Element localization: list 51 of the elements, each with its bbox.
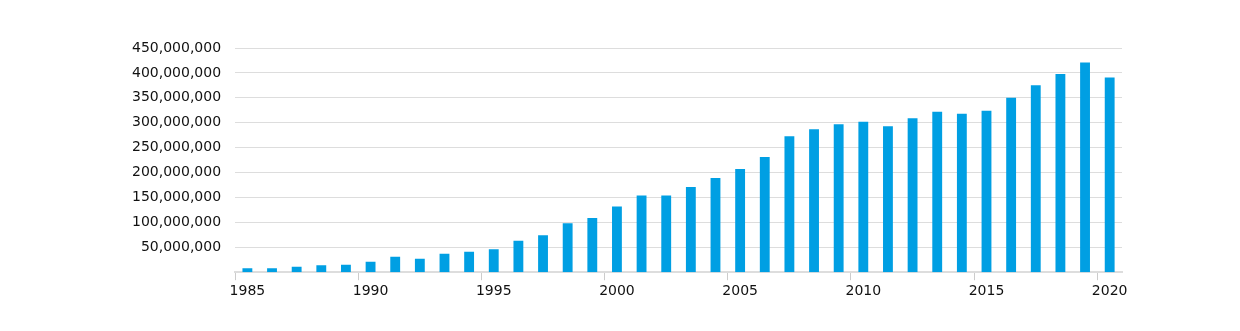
bar <box>907 118 918 273</box>
y-tick-label: 50,000,000 <box>140 237 222 254</box>
bar <box>538 235 548 273</box>
y-tick-label: 400,000,000 <box>131 63 222 80</box>
bar <box>488 249 499 273</box>
bar <box>685 187 696 273</box>
bar <box>242 268 253 273</box>
bar <box>636 195 647 273</box>
bar <box>784 136 795 273</box>
bar <box>883 126 893 273</box>
bar <box>1030 85 1041 273</box>
bar <box>612 206 622 273</box>
bar <box>390 256 401 273</box>
x-tick-label: 2005 <box>722 282 758 299</box>
bar <box>932 111 943 273</box>
bar <box>833 124 844 273</box>
bar <box>1080 62 1090 273</box>
x-tick-label: 1985 <box>229 282 266 299</box>
bar <box>414 258 425 273</box>
x-tick-label: 1990 <box>352 282 389 299</box>
x-tick-label: 2000 <box>599 282 635 299</box>
bar <box>710 178 721 273</box>
y-tick-label: 350,000,000 <box>131 88 222 105</box>
bar <box>291 266 302 273</box>
bar <box>809 129 819 273</box>
bar <box>858 121 869 273</box>
bar <box>1104 77 1115 273</box>
bar <box>956 113 967 273</box>
x-tick-label: 2015 <box>968 282 1005 299</box>
y-tick-label: 100,000,000 <box>131 213 222 230</box>
y-tick-label: 200,000,000 <box>131 163 222 180</box>
x-tick-label: 2010 <box>845 282 882 299</box>
bar <box>341 264 351 273</box>
x-tick-label: 1995 <box>475 282 512 299</box>
y-tick-label: 300,000,000 <box>131 113 222 130</box>
bar <box>661 195 672 273</box>
bar <box>1055 73 1066 273</box>
bar <box>562 223 573 273</box>
y-tick-label: 150,000,000 <box>131 188 222 205</box>
bar <box>316 265 327 273</box>
bar <box>1006 97 1017 273</box>
x-tick-label: 2020 <box>1091 282 1128 299</box>
bar <box>587 217 598 273</box>
bar <box>464 251 475 273</box>
bar <box>981 110 992 273</box>
y-tick-label: 450,000,000 <box>131 38 222 55</box>
bar <box>735 169 746 273</box>
bar <box>513 240 524 273</box>
y-tick-label: 250,000,000 <box>131 138 222 155</box>
bar <box>267 268 277 273</box>
bar <box>759 157 770 273</box>
